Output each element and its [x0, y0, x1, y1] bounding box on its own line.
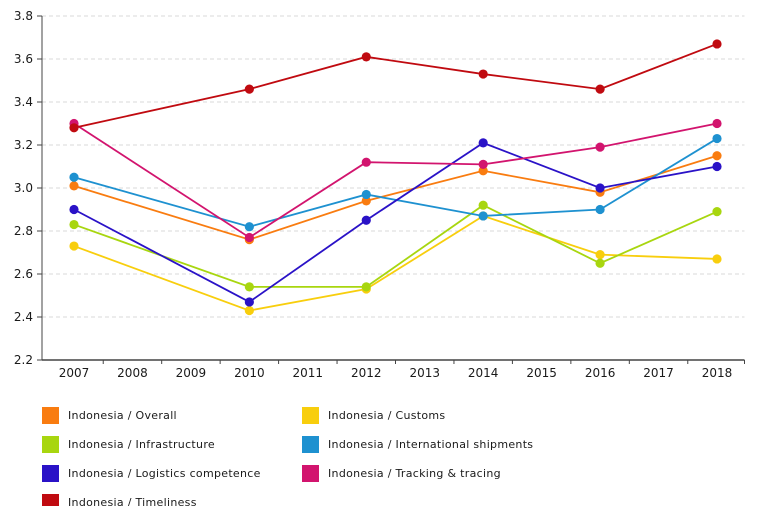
data-point-indonesia-infrastructure-2010[interactable]	[244, 282, 254, 292]
y-tick-label: 2.6	[14, 267, 33, 281]
data-point-indonesia-logistics-competence-2016[interactable]	[595, 183, 605, 193]
legend-label-indonesia-timeliness: Indonesia / Timeliness	[68, 496, 197, 506]
legend-label-indonesia-logistics-competence: Indonesia / Logistics competence	[68, 467, 261, 480]
y-tick-label: 2.8	[14, 224, 33, 238]
data-point-indonesia-infrastructure-2012[interactable]	[361, 282, 371, 292]
legend-item-indonesia-tracking-tracing[interactable]: Indonesia / Tracking & tracing	[302, 465, 758, 482]
data-point-indonesia-timeliness-2018[interactable]	[712, 39, 722, 49]
legend-item-indonesia-overall[interactable]: Indonesia / Overall	[42, 407, 302, 424]
x-tick-label-2018: 2018	[702, 366, 733, 380]
series-line-indonesia-tracking-tracing	[73, 122, 718, 239]
legend-swatch-indonesia-timeliness	[42, 494, 59, 506]
data-point-indonesia-timeliness-2016[interactable]	[595, 84, 605, 94]
legend-label-indonesia-infrastructure: Indonesia / Infrastructure	[68, 438, 215, 451]
legend-swatch-indonesia-logistics-competence	[42, 465, 59, 482]
x-tick-label-2016: 2016	[585, 366, 616, 380]
y-tick-label: 2.2	[14, 353, 33, 367]
data-point-indonesia-overall-2014[interactable]	[478, 166, 488, 176]
series-line-indonesia-overall	[73, 154, 718, 241]
y-tick-label: 3.6	[14, 52, 33, 66]
data-point-indonesia-timeliness-2014[interactable]	[478, 69, 488, 79]
x-tick-label-2014: 2014	[468, 366, 499, 380]
legend-swatch-indonesia-tracking-tracing	[302, 465, 319, 482]
data-point-indonesia-logistics-competence-2012[interactable]	[361, 215, 371, 225]
x-tick-label-2007: 2007	[59, 366, 90, 380]
legend-swatch-indonesia-international-shipments	[302, 436, 319, 453]
x-tick-label-2013: 2013	[409, 366, 440, 380]
legend-label-indonesia-customs: Indonesia / Customs	[328, 409, 446, 422]
x-tick-label-2009: 2009	[176, 366, 207, 380]
legend-item-indonesia-timeliness[interactable]: Indonesia / Timeliness	[42, 494, 302, 506]
data-point-indonesia-international-shipments-2007[interactable]	[69, 172, 79, 182]
data-point-indonesia-logistics-competence-2010[interactable]	[244, 297, 254, 307]
data-point-indonesia-infrastructure-2018[interactable]	[712, 207, 722, 217]
legend-swatch-indonesia-customs	[302, 407, 319, 424]
data-point-indonesia-logistics-competence-2014[interactable]	[478, 138, 488, 148]
legend-item-indonesia-customs[interactable]: Indonesia / Customs	[302, 407, 758, 424]
data-point-indonesia-international-shipments-2018[interactable]	[712, 133, 722, 144]
legend-swatch-indonesia-infrastructure	[42, 436, 59, 453]
x-tick-label-2017: 2017	[643, 366, 674, 380]
chart-legend: Indonesia / Overall Indonesia / Customs In…	[42, 407, 758, 506]
data-point-indonesia-timeliness-2007[interactable]	[69, 123, 79, 133]
series-line-indonesia-infrastructure	[73, 204, 718, 288]
y-tick-label: 3.8	[14, 9, 33, 23]
legend-swatch-indonesia-overall	[42, 407, 59, 424]
data-point-indonesia-customs-2010[interactable]	[244, 305, 254, 316]
data-point-indonesia-logistics-competence-2018[interactable]	[712, 161, 722, 172]
line-chart: 2.2 2.4 2.6 2.8 3.0 3.2 3.4 3.6 3.8 2007 2008 2009 2…	[14, 9, 745, 380]
data-point-indonesia-tracking-tracing-2010[interactable]	[244, 232, 254, 243]
data-point-indonesia-overall-2018[interactable]	[712, 151, 722, 161]
data-point-indonesia-international-shipments-2014[interactable]	[478, 211, 488, 221]
y-tick-label: 3.4	[14, 95, 33, 109]
x-tick-label-2012: 2012	[351, 366, 382, 380]
data-point-indonesia-international-shipments-2012[interactable]	[361, 189, 371, 200]
y-tick-label: 3.2	[14, 138, 33, 152]
x-tick-label-2008: 2008	[117, 366, 148, 380]
data-point-indonesia-customs-2018[interactable]	[712, 254, 722, 264]
y-tick-label: 3.0	[14, 181, 33, 195]
series-line-indonesia-timeliness	[73, 43, 718, 129]
data-point-indonesia-logistics-competence-2007[interactable]	[69, 204, 79, 215]
data-point-indonesia-tracking-tracing-2012[interactable]	[361, 157, 371, 167]
x-tick-label-2015: 2015	[526, 366, 557, 380]
series-line-indonesia-customs	[73, 214, 718, 312]
legend-label-indonesia-international-shipments: Indonesia / International shipments	[328, 438, 534, 451]
data-point-indonesia-international-shipments-2010[interactable]	[244, 222, 254, 232]
data-point-indonesia-tracking-tracing-2018[interactable]	[712, 118, 722, 129]
legend-item-indonesia-international-shipments[interactable]: Indonesia / International shipments	[302, 436, 758, 453]
x-tick-label-2010: 2010	[234, 366, 265, 380]
legend-item-indonesia-infrastructure[interactable]: Indonesia / Infrastructure	[42, 436, 302, 453]
legend-label-indonesia-overall: Indonesia / Overall	[68, 409, 177, 422]
series-line-indonesia-international-shipments	[73, 137, 718, 228]
data-point-indonesia-tracking-tracing-2016[interactable]	[595, 142, 605, 152]
data-point-indonesia-infrastructure-2016[interactable]	[595, 258, 605, 268]
data-point-indonesia-customs-2016[interactable]	[595, 250, 605, 260]
data-point-indonesia-overall-2012[interactable]	[361, 196, 371, 206]
data-point-indonesia-infrastructure-2007[interactable]	[69, 219, 79, 230]
data-point-indonesia-overall-2007[interactable]	[69, 181, 79, 191]
data-point-indonesia-customs-2007[interactable]	[69, 241, 79, 251]
legend-label-indonesia-tracking-tracing: Indonesia / Tracking & tracing	[328, 467, 501, 480]
y-tick-label: 2.4	[14, 310, 33, 324]
series-line-indonesia-logistics-competence	[73, 141, 718, 304]
data-point-indonesia-infrastructure-2014[interactable]	[478, 200, 488, 210]
data-point-indonesia-international-shipments-2016[interactable]	[595, 204, 605, 215]
data-point-indonesia-timeliness-2012[interactable]	[361, 52, 371, 62]
legend-item-indonesia-logistics-competence[interactable]: Indonesia / Logistics competence	[42, 465, 302, 482]
data-point-indonesia-timeliness-2010[interactable]	[244, 84, 254, 94]
x-tick-label-2011: 2011	[293, 366, 324, 380]
data-point-indonesia-tracking-tracing-2014[interactable]	[478, 159, 488, 169]
